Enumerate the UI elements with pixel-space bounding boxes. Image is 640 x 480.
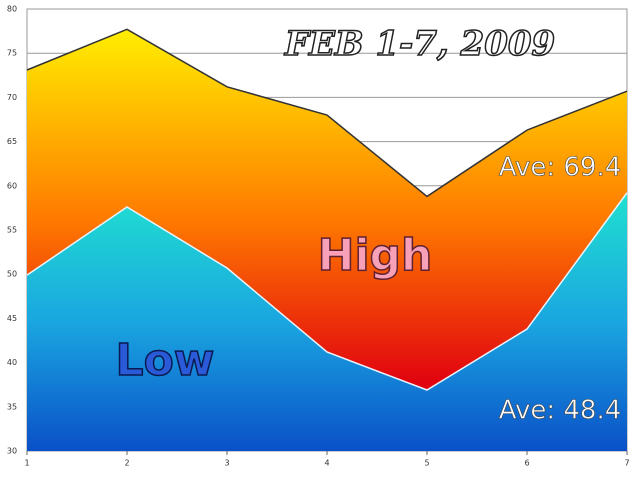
y-tick-label: 45	[7, 314, 17, 323]
x-tick-label: 2	[124, 459, 129, 468]
x-tick-label: 5	[424, 459, 429, 468]
y-tick-label: 80	[7, 5, 17, 14]
x-tick-label: 4	[324, 459, 329, 468]
x-tick-label: 6	[524, 459, 529, 468]
series-label: Low	[116, 335, 215, 386]
series-area	[27, 192, 627, 451]
y-tick-label: 50	[7, 270, 17, 279]
series-line	[26, 192, 628, 391]
series-line	[26, 28, 628, 198]
x-tick-label: 1	[24, 459, 29, 468]
average-label: Ave: 48.4	[499, 396, 622, 426]
chart-title: FEB 1-7, 2009	[284, 24, 555, 64]
y-tick-label: 75	[7, 49, 17, 58]
y-tick-label: 70	[7, 93, 17, 102]
x-tick-label: 3	[224, 459, 229, 468]
y-tick-label: 40	[7, 358, 17, 367]
y-tick-label: 35	[7, 402, 17, 411]
y-tick-label: 30	[7, 447, 17, 456]
series-label: High	[318, 230, 433, 281]
y-tick-label: 60	[7, 181, 17, 190]
y-tick-label: 65	[7, 137, 17, 146]
y-tick-label: 55	[7, 226, 17, 235]
x-tick-label: 7	[624, 459, 629, 468]
average-label: Ave: 69.4	[499, 153, 622, 183]
